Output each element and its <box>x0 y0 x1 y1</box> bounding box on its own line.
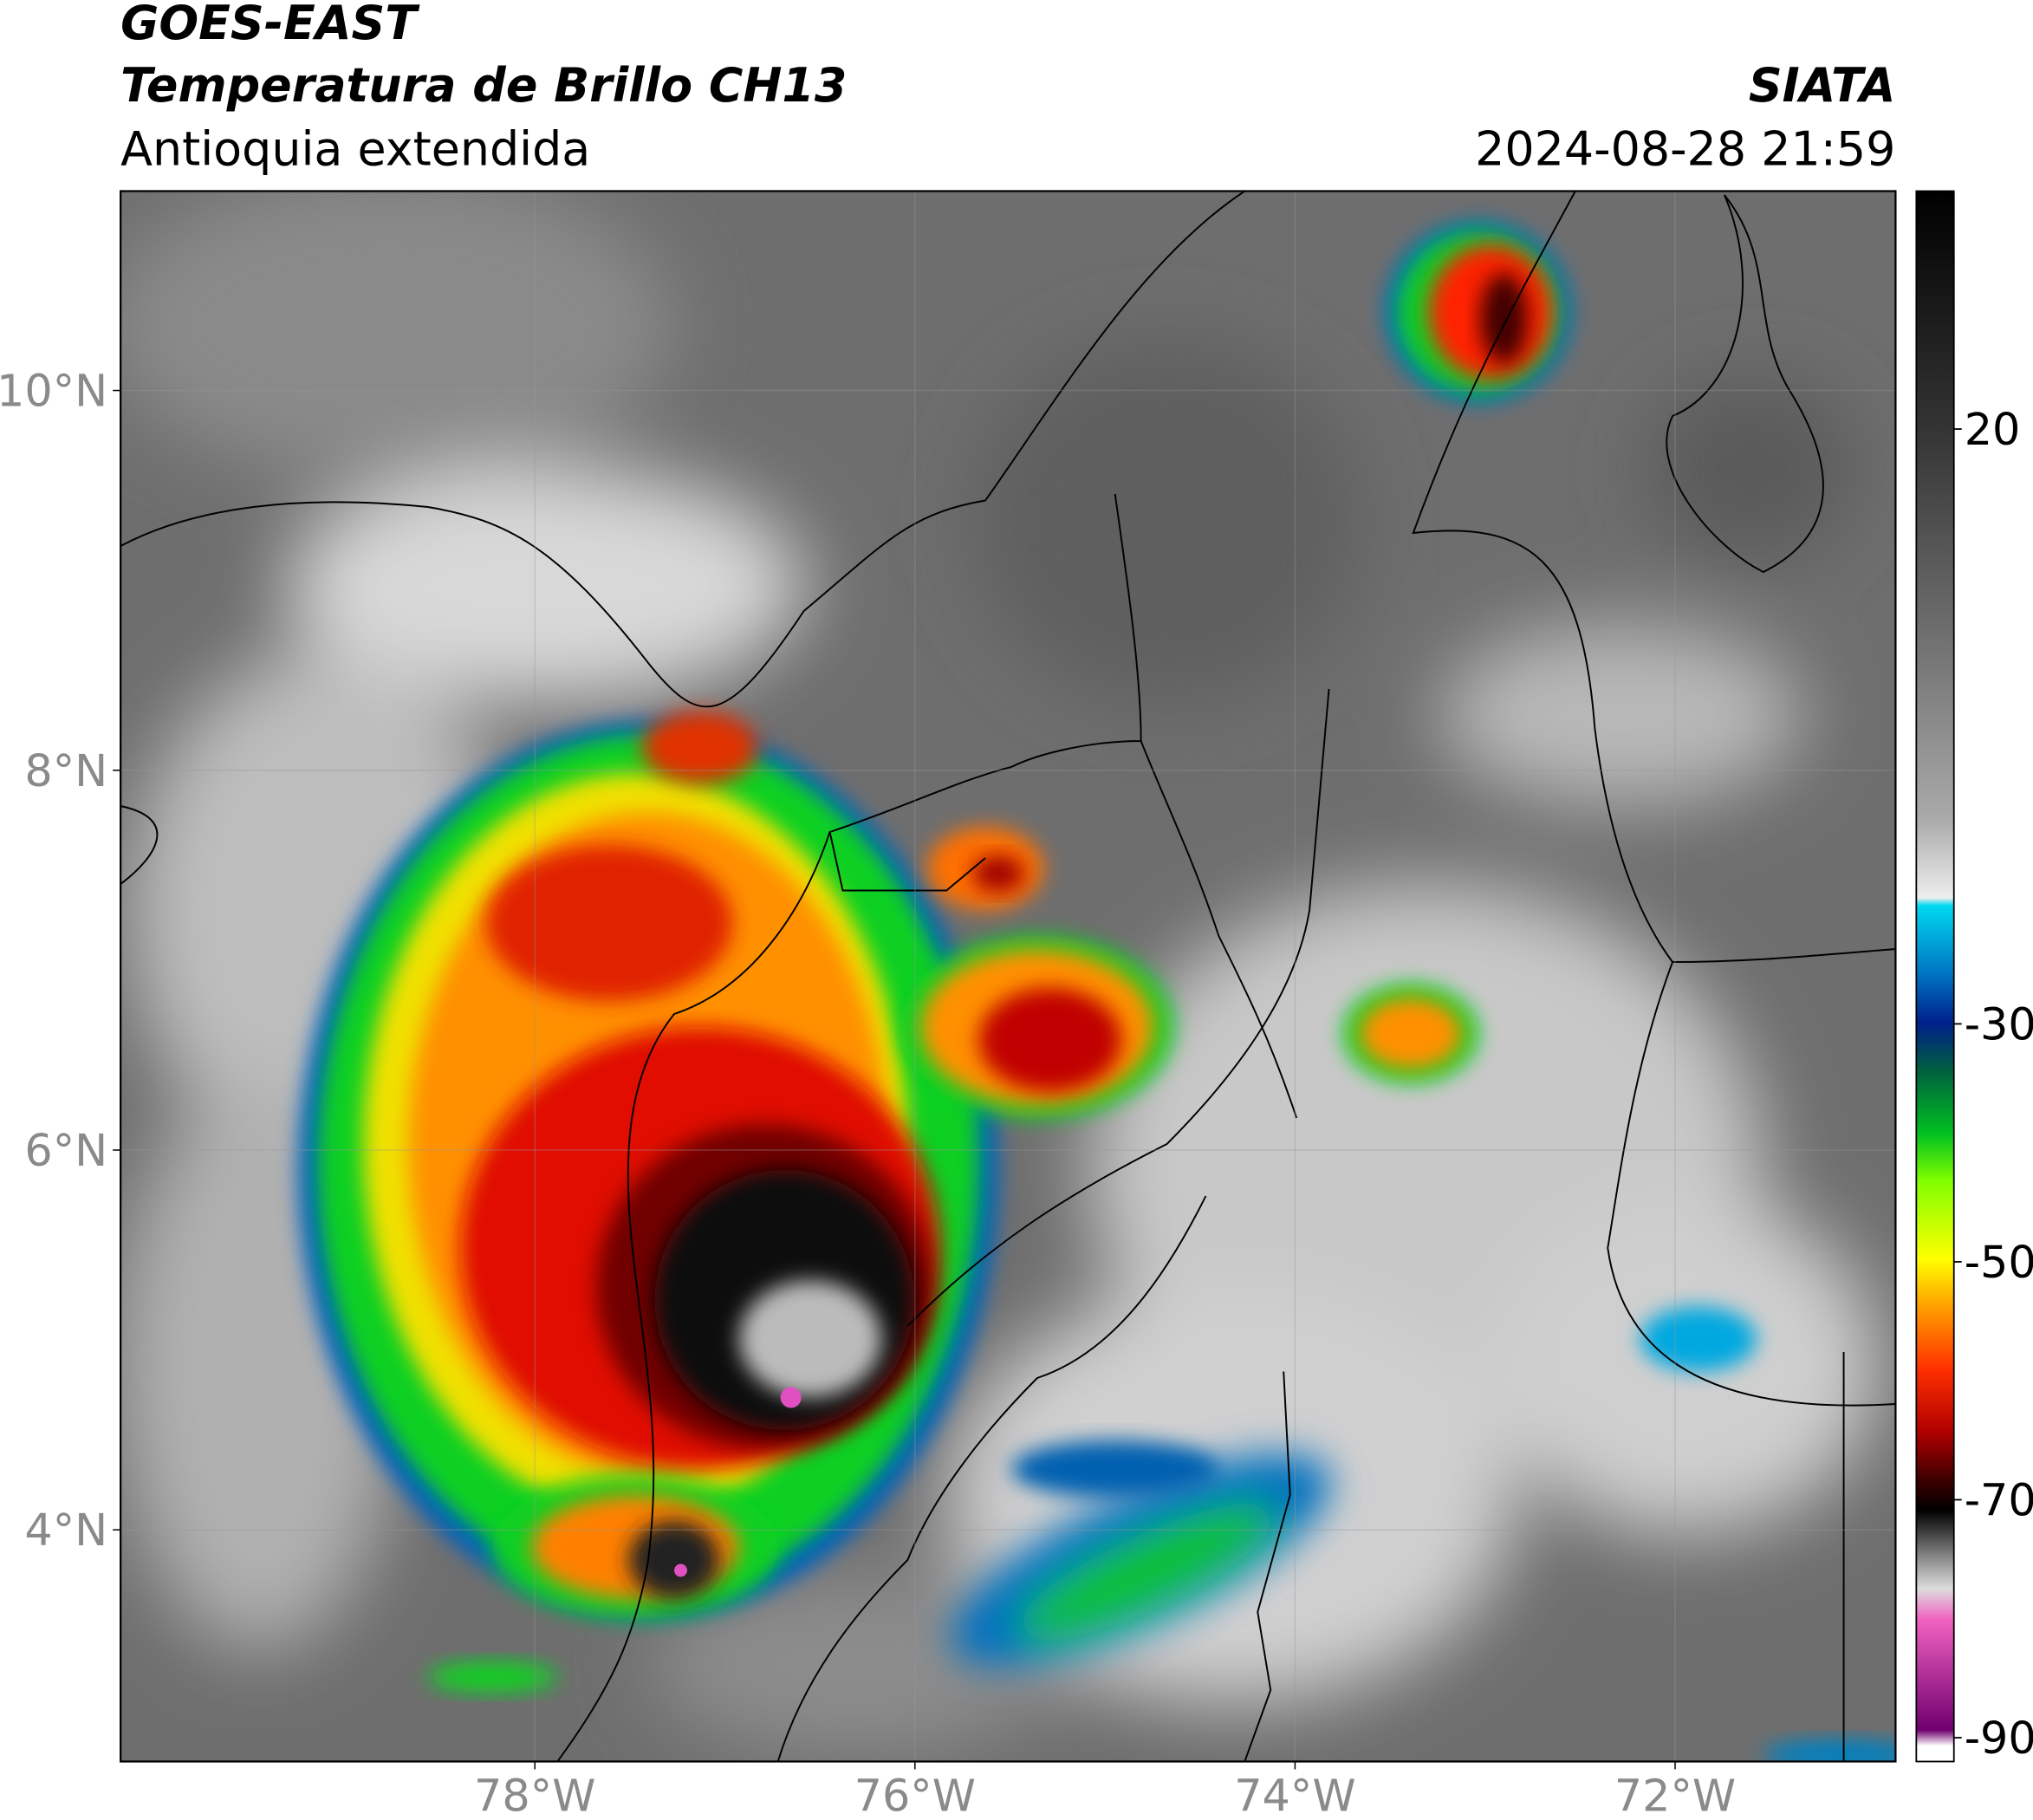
source-title: GOES-EAST <box>120 0 420 50</box>
satellite-image <box>120 191 1896 1762</box>
lat-tick-label: 6°N <box>24 1126 107 1177</box>
colorbar-tick-label: -30 <box>1965 999 2033 1050</box>
colorbar-tick-label: -50 <box>1965 1238 2033 1289</box>
borders <box>120 191 1896 1762</box>
colorbar-tick-label: -90 <box>1965 1713 2033 1765</box>
border <box>556 766 1012 1762</box>
coastline <box>1666 194 1824 574</box>
product-title: Temperatura de Brillo CH13 <box>120 58 847 113</box>
border <box>828 831 986 892</box>
lon-tick-label: 74°W <box>1234 1771 1355 1820</box>
coastline <box>120 499 986 708</box>
border <box>1244 1371 1291 1762</box>
border <box>906 688 1330 1327</box>
border <box>1412 191 1896 963</box>
border <box>1607 961 1896 1407</box>
agency-title: SIATA <box>1749 58 1896 113</box>
graticule <box>113 191 1896 1770</box>
lat-tick-label: 4°N <box>24 1505 107 1557</box>
border <box>1010 493 1142 768</box>
border <box>776 1195 1207 1762</box>
border <box>1140 740 1298 1119</box>
storm-east <box>900 221 1896 1762</box>
storm-main <box>298 711 999 1693</box>
lat-tick-label: 8°N <box>24 746 107 797</box>
datetime-subtitle: 2024-08-28 21:59 <box>1475 121 1895 176</box>
map-frame <box>120 190 1897 1763</box>
colorbar <box>1915 190 1955 1763</box>
colorbar-tick-label: 20 <box>1965 405 2021 456</box>
coastline <box>120 805 159 885</box>
lat-tick-label: 10°N <box>0 367 107 418</box>
lon-tick-label: 72°W <box>1614 1771 1736 1820</box>
coastline <box>984 191 1245 502</box>
colorbar-tick-label: -70 <box>1965 1475 2033 1526</box>
lon-tick-label: 76°W <box>854 1771 976 1820</box>
lon-tick-label: 78°W <box>474 1771 595 1820</box>
region-subtitle: Antioquia extendida <box>120 121 590 176</box>
